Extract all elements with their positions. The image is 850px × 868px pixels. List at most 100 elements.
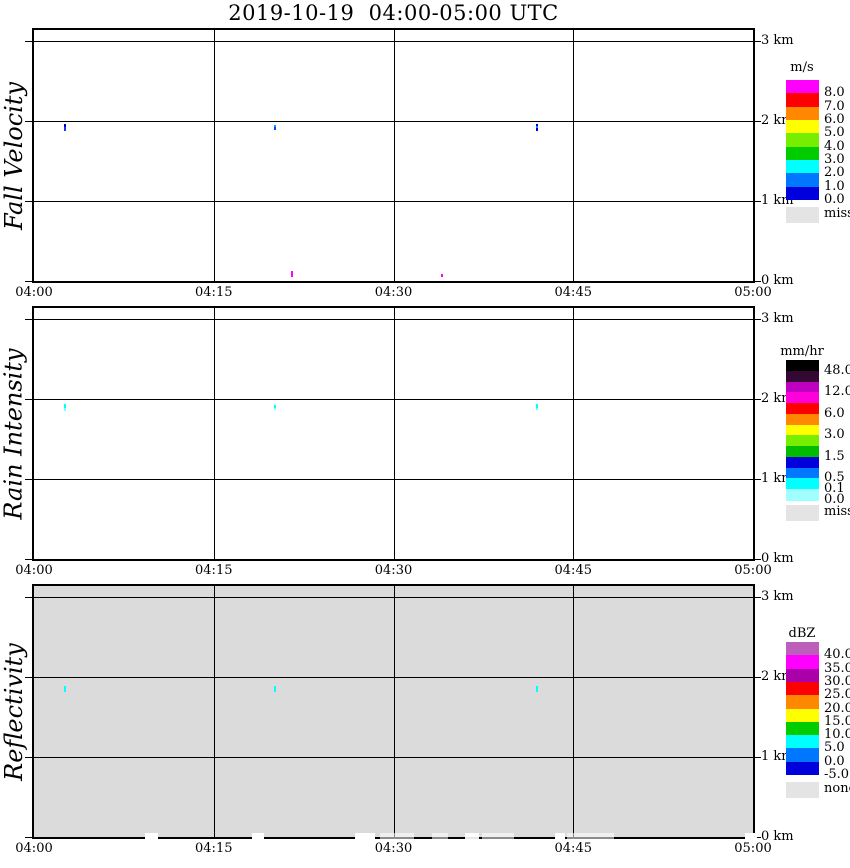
white-artifact — [380, 833, 414, 839]
colorbar-band — [786, 467, 819, 479]
y-tick-left — [25, 398, 33, 400]
colorbar-tick-label: 0.0 — [824, 191, 845, 207]
colorbar-tick-label: 1.0 — [824, 178, 845, 194]
data-point — [64, 404, 66, 411]
colorbar-tick-label: 30.0 — [824, 673, 850, 689]
x-tick-label: 04:15 — [195, 285, 233, 300]
data-point-segment — [536, 686, 538, 692]
colorbar-band — [786, 695, 819, 709]
colorbar-band — [786, 721, 819, 736]
gridline-vertical — [393, 586, 395, 837]
gridline-vertical — [393, 308, 395, 559]
data-point-segment — [536, 404, 538, 408]
y-tick-left — [25, 676, 33, 678]
x-tick-label: 04:00 — [15, 841, 53, 856]
x-tick-label: 04:00 — [15, 563, 53, 578]
panel-fall-velocity: 3 km 2 km 1 km 0 km 04:00 04:15 04:30 04:45 05:0… — [15, 28, 794, 300]
colorbar-band — [786, 761, 819, 776]
data-point-segment — [64, 124, 66, 127]
y-tick-label: 1 km — [761, 470, 794, 486]
x-tick-label: 04:30 — [374, 563, 413, 578]
data-point-segment — [536, 408, 538, 410]
colorbar-band — [786, 478, 819, 490]
ylabel-wrap-rain-intensity: Rain Intensity — [0, 306, 28, 561]
colorbar-band — [786, 413, 819, 426]
data-point-segment — [536, 124, 538, 126]
white-artifact — [432, 833, 448, 839]
x-tick-label: 04:45 — [554, 563, 592, 578]
data-point — [274, 405, 276, 410]
data-point — [536, 686, 538, 692]
panel-ylabel: Rain Intensity — [0, 347, 29, 520]
colorbar-band — [786, 392, 819, 404]
colorbar-unit-label: dBZ — [788, 626, 816, 641]
y-tick-right — [753, 559, 761, 560]
colorbar-tick-label: 48.0 — [824, 362, 850, 378]
data-point-segment — [274, 405, 276, 408]
colorbar-band — [786, 424, 819, 436]
colorbar-band — [786, 146, 819, 161]
colorbar-tick-label: 5.0 — [824, 125, 845, 141]
colorbar-tick-label: 2.0 — [824, 165, 845, 181]
y-tick-label: 3 km — [761, 589, 794, 604]
colorbar-tick-label: 0.5 — [824, 470, 845, 486]
x-tick-label: 04:45 — [554, 285, 592, 300]
x-tick-label: 04:30 — [374, 285, 413, 300]
data-point-segment — [64, 127, 66, 131]
ylabel-wrap-fall-velocity: Fall Velocity — [0, 28, 28, 283]
x-tick-label: 04:30 — [374, 841, 413, 856]
colorbar-band — [786, 708, 819, 723]
panel-ylabel: Fall Velocity — [0, 81, 28, 230]
colorbar-missing-band — [786, 782, 819, 798]
colorbar-tick-label: 3.0 — [824, 151, 845, 167]
y-tick-right — [753, 837, 761, 838]
gridline-vertical — [213, 308, 215, 559]
colorbar-band — [786, 106, 819, 121]
data-point-segment — [536, 126, 538, 128]
colorbar-tick-label: 35.0 — [824, 660, 850, 676]
colorbar-tick-label: 4.0 — [824, 138, 845, 154]
data-point — [274, 686, 276, 692]
data-point-segment — [64, 686, 66, 692]
colorbar-band — [786, 456, 819, 469]
data-point-segment — [441, 274, 443, 277]
x-tick-label: 04:00 — [15, 285, 53, 300]
white-artifact — [355, 833, 375, 839]
colorbar-tick-label: 3.0 — [824, 427, 845, 443]
colorbar-band — [786, 403, 819, 415]
data-point-segment — [291, 271, 293, 277]
colorbar-tick-label: 6.0 — [824, 405, 845, 421]
y-tick-right — [753, 676, 761, 678]
colorbar-unit-label: mm/hr — [780, 344, 824, 359]
colorbar-tick-label: 12.0 — [824, 384, 850, 400]
white-artifact — [252, 833, 264, 839]
white-artifact — [555, 833, 565, 839]
y-tick-label: 1 km — [761, 192, 794, 208]
y-tick-label: 2 km — [761, 390, 794, 406]
y-tick-right — [753, 756, 761, 758]
colorbar-tick-label: 15.0 — [824, 713, 850, 729]
data-point-segment — [274, 125, 276, 127]
y-tick-left — [25, 478, 33, 480]
data-point — [536, 124, 538, 131]
y-tick-label: 0 km — [761, 273, 794, 288]
colorbar-band — [786, 119, 819, 134]
colorbar-band — [786, 642, 819, 656]
panel-rain-intensity: 3 km 2 km 1 km 0 km 04:00 04:15 04:30 04:45 05:0… — [15, 306, 794, 578]
data-point — [536, 404, 538, 410]
x-tick-label: 04:45 — [554, 841, 592, 856]
y-tick-right — [753, 41, 761, 42]
data-point — [274, 125, 276, 130]
y-tick-label: 3 km — [761, 33, 794, 48]
y-tick-right — [753, 478, 761, 480]
colorbar-band — [786, 489, 819, 501]
data-point-segment — [274, 686, 276, 692]
y-tick-label: 2 km — [761, 112, 794, 128]
y-tick-label: 2 km — [761, 668, 794, 684]
gridline-vertical — [393, 30, 395, 281]
data-point-segment — [536, 128, 538, 131]
y-tick-left — [25, 597, 33, 598]
colorbar-band — [786, 435, 819, 447]
colorbar-band — [786, 159, 819, 174]
colorbar-band — [786, 80, 819, 94]
